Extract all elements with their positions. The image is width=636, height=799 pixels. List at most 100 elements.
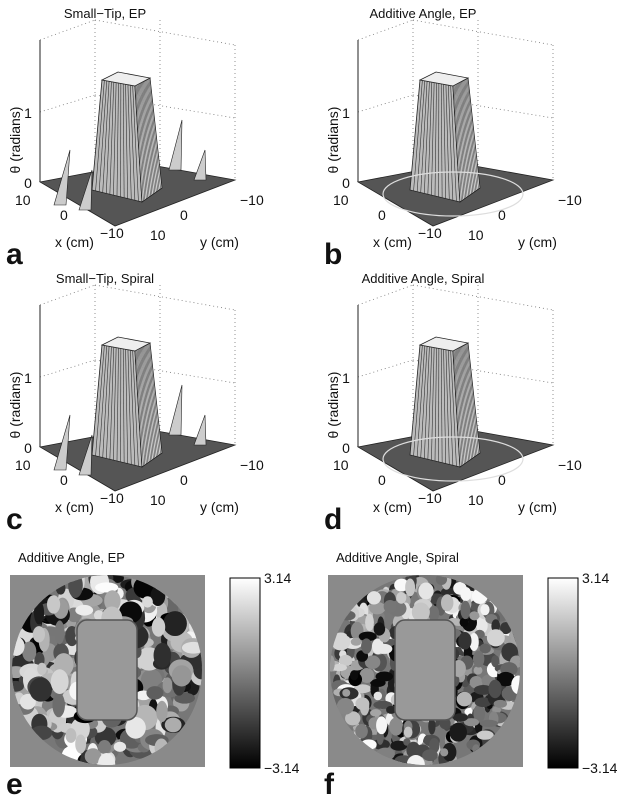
x-tick-label: −10 bbox=[418, 490, 442, 506]
surface-mesh bbox=[145, 345, 157, 458]
surface-mesh bbox=[453, 350, 462, 467]
phase-blob bbox=[369, 601, 386, 615]
surface-mesh bbox=[95, 345, 105, 456]
surface-mesh bbox=[136, 84, 146, 201]
panel-letter: e bbox=[6, 768, 23, 799]
surface-spike bbox=[78, 434, 93, 476]
phase-blob bbox=[488, 679, 502, 699]
phase-blob bbox=[98, 740, 112, 754]
phase-blob bbox=[405, 578, 416, 597]
phase-blob bbox=[411, 602, 430, 622]
surface-top bbox=[100, 336, 152, 352]
phase-blob bbox=[383, 600, 397, 613]
phase-blob bbox=[84, 748, 102, 765]
surface-mesh bbox=[125, 349, 129, 464]
grid-line bbox=[39, 19, 96, 41]
surface-mesh bbox=[458, 348, 468, 463]
surface-mesh bbox=[423, 346, 430, 459]
phase-blob bbox=[479, 719, 499, 728]
phase-blob bbox=[456, 691, 473, 707]
surface-spike bbox=[193, 414, 207, 446]
phase-blob bbox=[366, 591, 382, 605]
phase-blob bbox=[442, 742, 457, 762]
grid-line bbox=[357, 94, 414, 113]
x-tick-label: −10 bbox=[100, 490, 124, 506]
phase-blob bbox=[375, 671, 394, 682]
phase-blob bbox=[493, 699, 508, 708]
surface-mesh bbox=[113, 347, 117, 461]
y-tick-label: −10 bbox=[240, 192, 264, 208]
phase-blob bbox=[350, 637, 362, 646]
surface-mesh bbox=[454, 349, 464, 466]
z-axis-label: θ (radians) bbox=[325, 372, 341, 439]
phase-blob bbox=[331, 632, 351, 651]
surface-mesh bbox=[122, 348, 125, 463]
phase-blob bbox=[476, 730, 494, 740]
z-axis-label: θ (radians) bbox=[7, 107, 23, 174]
phase-blob bbox=[164, 717, 182, 733]
phase-blob bbox=[422, 749, 438, 762]
surface-mesh bbox=[423, 81, 430, 194]
surface-mesh bbox=[109, 82, 115, 195]
surface-mesh bbox=[102, 81, 110, 193]
phase-blob bbox=[511, 675, 520, 695]
x-tick-label: −10 bbox=[418, 225, 442, 241]
y-tick-label: 0 bbox=[498, 207, 506, 223]
colorbar-max: 3.14 bbox=[264, 570, 291, 586]
phase-blob bbox=[95, 582, 119, 593]
surface-mesh bbox=[144, 345, 156, 459]
phase-blob bbox=[480, 604, 490, 616]
surface-mesh bbox=[98, 345, 108, 457]
z-axis-label: θ (radians) bbox=[7, 372, 23, 439]
phase-blob bbox=[373, 691, 383, 701]
surface-mesh bbox=[127, 84, 132, 200]
surface-mesh bbox=[466, 343, 479, 455]
grid-line bbox=[94, 284, 236, 311]
phase-blob bbox=[496, 671, 516, 687]
z-tick-label: 0 bbox=[342, 175, 350, 191]
surface-mesh bbox=[143, 81, 154, 195]
surface-mesh bbox=[427, 82, 433, 195]
y-tick-label: 10 bbox=[468, 492, 484, 508]
grid-line bbox=[94, 19, 236, 46]
x-tick-label: 10 bbox=[333, 457, 349, 473]
phase-blob bbox=[386, 705, 397, 714]
phase-blob bbox=[491, 655, 500, 668]
surface-mesh bbox=[141, 82, 151, 197]
phase-blob bbox=[364, 655, 381, 670]
surface-mesh bbox=[447, 350, 454, 466]
surface-spike bbox=[193, 149, 207, 181]
phase-blob bbox=[162, 677, 173, 694]
grid-line bbox=[39, 284, 96, 306]
phase-blob bbox=[460, 587, 472, 602]
surface-mesh bbox=[142, 346, 153, 461]
surface-mesh bbox=[461, 346, 472, 460]
grid-line bbox=[412, 284, 554, 311]
phase-blob bbox=[390, 740, 408, 751]
x-axis-label: x (cm) bbox=[373, 234, 412, 250]
phase-blob bbox=[151, 617, 166, 637]
phase-blob bbox=[75, 734, 87, 754]
surface-mesh bbox=[445, 84, 450, 200]
z-tick-label: 0 bbox=[24, 175, 32, 191]
x-tick-label: 10 bbox=[333, 192, 349, 208]
phase-blob bbox=[463, 718, 480, 727]
phase-blob bbox=[403, 726, 413, 738]
plot-title: Additive Angle, Spiral bbox=[362, 271, 485, 286]
phase-blob bbox=[125, 716, 146, 739]
phase-blob bbox=[469, 611, 480, 621]
surface-mesh bbox=[413, 80, 423, 191]
inner-region bbox=[394, 619, 456, 721]
y-tick-label: 0 bbox=[498, 472, 506, 488]
surface-mesh bbox=[141, 347, 151, 462]
x-tick-label: 10 bbox=[15, 457, 31, 473]
surface-mesh bbox=[450, 85, 457, 202]
phase-blob bbox=[473, 684, 493, 695]
y-axis-label: y (cm) bbox=[200, 499, 239, 515]
surface-mesh bbox=[465, 79, 478, 191]
x-axis-label: x (cm) bbox=[373, 499, 412, 515]
surface-mesh bbox=[459, 347, 469, 462]
surface-mesh bbox=[460, 346, 471, 461]
surface-mesh bbox=[465, 344, 478, 456]
